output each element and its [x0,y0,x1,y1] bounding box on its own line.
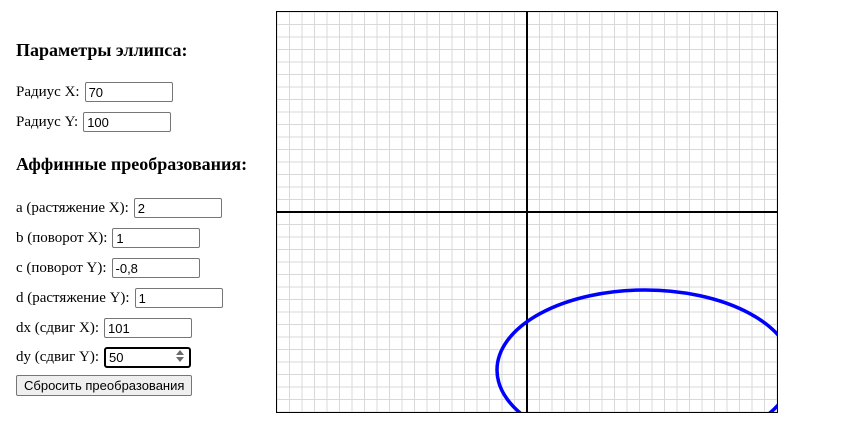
radius-x-input[interactable] [84,82,173,102]
spin-down-icon[interactable] [176,356,185,362]
dx-input[interactable] [104,318,193,338]
radius-x-label: Радиус X: [16,83,80,100]
b-label: b (поворот X): [16,229,108,246]
a-label: a (растяжение X): [16,199,129,216]
reset-transformations-button[interactable]: Сбросить преобразования [16,375,193,396]
a-row: a (растяжение X): [16,197,222,219]
transformed-ellipse [495,288,777,412]
b-row: b (поворот X): [16,227,201,249]
dy-input[interactable] [104,346,192,368]
c-label: c (поворот Y): [16,259,107,276]
dy-label: dy (сдвиг Y): [16,348,100,365]
dx-row: dx (сдвиг X): [16,317,193,339]
spin-up-icon[interactable] [176,349,185,355]
radius-y-row: Радиус Y: [16,111,172,133]
c-row: c (поворот Y): [16,257,200,279]
drawing-canvas[interactable] [276,11,778,413]
c-input[interactable] [111,258,200,278]
spin-arrows-icon[interactable] [176,349,185,364]
d-input[interactable] [134,288,223,308]
b-input[interactable] [112,228,201,248]
dy-spinner[interactable] [104,346,192,368]
d-label: d (растяжение Y): [16,289,130,306]
affine-heading: Аффинные преобразования: [16,154,248,174]
radius-x-row: Радиус X: [16,81,173,103]
radius-y-input[interactable] [83,112,172,132]
controls-panel: Параметры эллипса: Радиус X: Радиус Y: А… [0,0,270,442]
d-row: d (растяжение Y): [16,287,223,309]
plot-svg [277,12,777,412]
ellipse-params-heading: Параметры эллипса: [16,40,188,60]
radius-y-label: Радиус Y: [16,113,79,130]
dx-label: dx (сдвиг X): [16,319,100,336]
dy-row: dy (сдвиг Y): [16,346,192,368]
a-input[interactable] [133,198,222,218]
